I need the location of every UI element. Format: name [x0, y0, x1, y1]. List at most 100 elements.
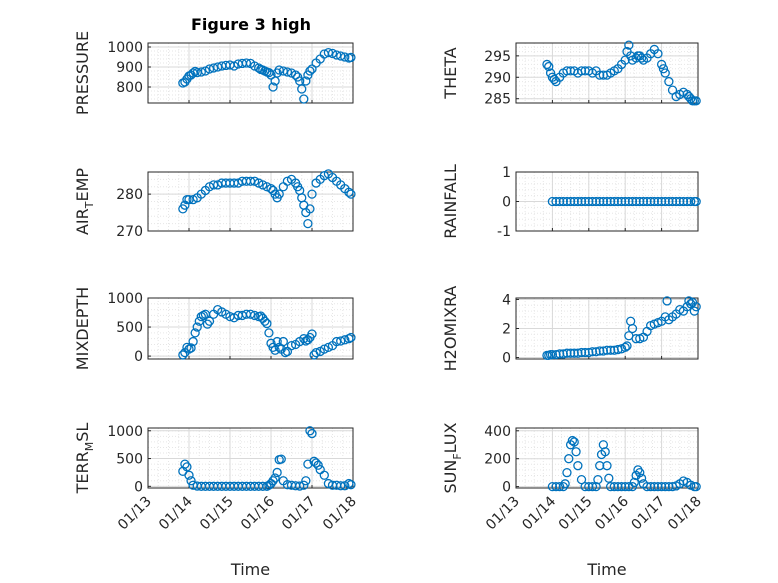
figure-title: Figure 3 high	[191, 15, 311, 34]
data-point	[635, 468, 645, 478]
data-point	[595, 461, 605, 471]
data-point	[691, 302, 701, 312]
y-tick-label: 0	[502, 480, 511, 496]
data-point	[558, 196, 568, 207]
data-point	[258, 481, 268, 491]
data-point	[274, 189, 284, 199]
axes-box	[147, 171, 354, 232]
data-point	[660, 68, 670, 78]
data-point	[549, 74, 559, 85]
data-point	[331, 50, 342, 60]
data-point	[544, 61, 554, 72]
y-tick-label: 400	[484, 424, 511, 440]
data-point	[605, 196, 616, 207]
data-point	[303, 218, 313, 229]
data-point	[600, 447, 610, 457]
data-point	[616, 196, 627, 207]
y-tick-label: 0	[502, 195, 511, 211]
subplot-sun: 0 200 400 SUNFLUX 01/1301/1401/1501/1601/170…	[441, 422, 705, 579]
data-point	[340, 335, 350, 345]
y-tick-label: 290	[484, 70, 511, 86]
data-point	[344, 187, 354, 197]
data-point	[555, 196, 565, 207]
data-point	[305, 426, 315, 436]
subplot-pressure: 800 900 1000 PRESSURE	[73, 31, 356, 115]
data-point	[558, 349, 568, 359]
data-point	[602, 345, 612, 355]
data-point	[551, 196, 561, 207]
data-point	[576, 196, 587, 207]
y-tick-label: 1000	[107, 291, 143, 307]
y-tick-label: 500	[116, 452, 143, 468]
data-point	[624, 196, 634, 207]
data-point	[587, 347, 598, 357]
data-point	[609, 196, 619, 207]
data-point	[595, 346, 605, 356]
data-point	[573, 348, 583, 358]
data-point	[551, 349, 561, 360]
x-tick-label: 01/17	[279, 494, 319, 534]
x-tick-label: 01/18	[665, 494, 705, 534]
data-point	[307, 329, 317, 339]
data-point	[678, 196, 689, 207]
data-point	[642, 196, 652, 207]
x-tick-label: 01/14	[156, 493, 196, 533]
data-point	[282, 67, 293, 77]
data-point	[604, 473, 614, 483]
data-point	[542, 59, 552, 70]
y-tick-label: 280	[116, 187, 143, 203]
data-point	[297, 84, 307, 94]
data-point	[646, 196, 656, 207]
data-point	[241, 58, 252, 68]
data-point	[344, 334, 354, 344]
data-point	[576, 347, 587, 358]
data-point	[629, 477, 639, 488]
y-axis-label: H2OMIXRA	[441, 286, 460, 372]
data-point	[560, 479, 570, 489]
x-tick-label: 01/16	[238, 493, 278, 533]
data-point	[186, 343, 196, 353]
data-point	[580, 196, 590, 207]
subplot-terr: 0 500 1000 TERRMSL 01/13 01/14 01/15 01/16 01/17…	[73, 423, 360, 579]
data-point	[346, 332, 356, 343]
data-point	[671, 196, 681, 207]
y-axis-label: THETA	[441, 47, 460, 99]
subplot-h2omixra: 0 2 4 H2OMIXRA	[441, 286, 701, 372]
data-point	[184, 470, 194, 480]
x-axis-label: Time	[230, 560, 270, 579]
data-point	[686, 196, 696, 207]
data-point	[658, 64, 669, 74]
data-point	[311, 458, 321, 468]
data-point	[336, 481, 346, 491]
data-point	[305, 204, 315, 214]
data-point	[276, 454, 286, 464]
x-axis-label: Time	[586, 560, 626, 579]
data-point	[319, 470, 329, 480]
data-point	[547, 481, 558, 492]
data-point	[336, 336, 346, 346]
x-tick-label: 01/16	[592, 493, 632, 533]
data-point	[662, 296, 672, 306]
subplot-rainfall: -1 0 1 RAINFALL	[441, 164, 701, 240]
data-point	[198, 310, 209, 321]
data-point	[299, 480, 309, 490]
data-point	[313, 460, 323, 470]
x-tick-label: 01/18	[320, 494, 360, 534]
data-point	[627, 323, 638, 334]
data-point	[580, 481, 590, 492]
data-point	[204, 316, 215, 326]
data-point	[576, 474, 587, 485]
data-point	[667, 196, 678, 207]
data-point	[691, 481, 701, 492]
data-point	[587, 481, 598, 492]
data-point	[307, 189, 317, 199]
data-point	[569, 196, 579, 207]
data-point	[299, 334, 309, 344]
data-point	[301, 76, 311, 86]
data-point	[208, 63, 219, 73]
x-tick-label: 01/13	[483, 494, 523, 534]
data-point	[635, 196, 645, 207]
data-point	[547, 196, 558, 207]
y-tick-label: 500	[116, 320, 143, 336]
data-point	[299, 94, 309, 104]
